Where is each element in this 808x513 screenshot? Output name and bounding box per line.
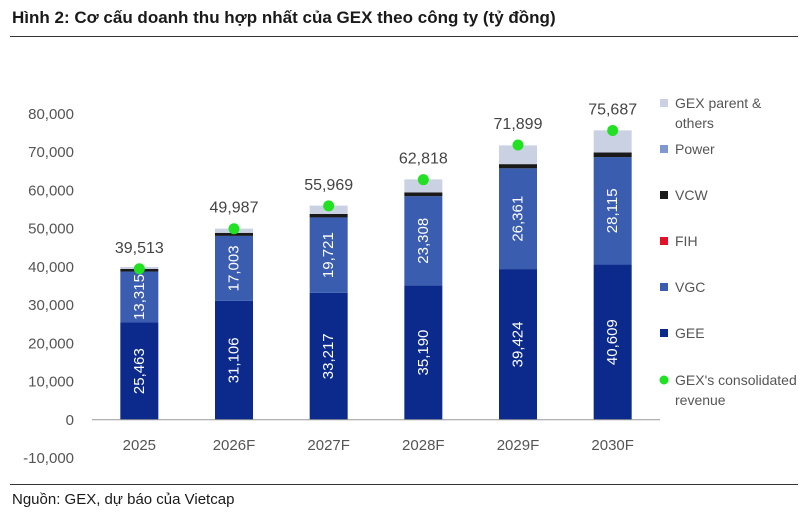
y-axis: -10,000 0 10,000 20,000 30,000 40,000 50,000 60…	[23, 106, 74, 467]
title-divider	[10, 36, 798, 37]
legend-swatch-gex-parent-others	[660, 99, 668, 107]
x-tick-label: 2026F	[213, 437, 256, 454]
bar-segment-gee	[404, 285, 443, 420]
bar-segment-gee	[309, 292, 348, 420]
bar-segment-vcw	[309, 213, 348, 218]
x-tick-label: 2025	[123, 437, 156, 454]
legend-label-marker: revenue	[675, 392, 726, 408]
segment-value-label: 17,003	[226, 245, 243, 291]
y-tick-label: 0	[66, 412, 74, 429]
bar-segment-gee	[499, 269, 537, 420]
legend-label-fih: FIH	[675, 233, 698, 249]
segment-value-label: 19,721	[320, 232, 337, 278]
stacked-bar-chart: -10,000 0 10,000 20,000 30,000 40,000 50,000 60…	[23, 95, 797, 467]
legend-label-vgc: VGC	[675, 279, 705, 295]
consolidated-revenue-marker	[323, 200, 335, 212]
total-value-label: 55,969	[304, 177, 353, 194]
bar-segment-gee	[120, 322, 159, 420]
segment-value-label: 26,361	[510, 196, 527, 242]
bar-segment-gee	[593, 264, 632, 420]
segment-value-label: 35,190	[415, 330, 432, 376]
bars: 25,463 13,315 31,106 17,003 33,217 19,721 35,1…	[120, 130, 632, 420]
bar-segment-vcw	[404, 192, 443, 197]
x-tick-label: 2029F	[497, 437, 540, 454]
legend-marker-marker	[659, 375, 669, 385]
chart-title: Hình 2: Cơ cấu doanh thu hợp nhất của GE…	[12, 8, 556, 27]
legend-swatch-vcw	[660, 191, 668, 199]
total-value-label: 71,899	[494, 116, 543, 133]
legend-label-vcw: VCW	[675, 187, 708, 203]
legend-label-marker: GEX's consolidated	[675, 372, 797, 388]
segment-value-label: 40,609	[604, 319, 621, 365]
x-tick-label: 2027F	[307, 437, 350, 454]
x-tick-label: 2030F	[591, 437, 634, 454]
segment-value-label: 23,308	[415, 218, 432, 264]
y-tick-label: 30,000	[28, 297, 74, 314]
x-tick-label: 2028F	[402, 437, 445, 454]
y-tick-label: -10,000	[23, 450, 74, 467]
segment-value-label: 13,315	[131, 274, 148, 320]
x-axis: 2025 2026F 2027F 2028F 2029F 2030F	[92, 419, 660, 454]
bar-segment-vcw	[499, 164, 537, 169]
legend-swatch-gee	[660, 329, 668, 337]
bar-segment-vgc	[499, 168, 537, 270]
source-divider	[10, 484, 798, 485]
segment-value-label: 33,217	[320, 333, 337, 379]
consolidated-revenue: 39,513 49,987 55,969 62,818 71,899 75,687	[115, 101, 637, 275]
bar-segment-vcw	[215, 232, 253, 236]
bar-segment-gex-parent-others	[404, 179, 443, 193]
total-value-label: 62,818	[399, 151, 448, 168]
y-tick-label: 40,000	[28, 259, 74, 276]
source-note: Nguồn: GEX, dự báo của Vietcap	[12, 491, 235, 508]
bar-segment-gex-parent-others	[499, 145, 537, 165]
y-tick-label: 10,000	[28, 374, 74, 391]
consolidated-revenue-marker	[512, 139, 524, 151]
consolidated-revenue-marker	[133, 263, 145, 275]
segment-value-label: 31,106	[226, 337, 243, 383]
bar-segment-vgc	[404, 196, 443, 286]
legend-label-power: Power	[675, 141, 715, 157]
total-value-label: 49,987	[210, 200, 259, 217]
bar-segment-gex-parent-others	[593, 130, 632, 153]
legend-swatch-vgc	[660, 283, 668, 291]
total-value-label: 39,513	[115, 240, 164, 257]
legend: GEX parent & others Power VCW FIH VGC GEE GEX's…	[659, 95, 797, 408]
legend-label-gee: GEE	[675, 325, 705, 341]
y-tick-label: 60,000	[28, 182, 74, 199]
consolidated-revenue-marker	[607, 124, 619, 136]
total-value-label: 75,687	[588, 101, 637, 118]
y-tick-label: 80,000	[28, 106, 74, 123]
segment-value-label: 39,424	[510, 321, 527, 367]
bar-segment-vgc	[593, 157, 632, 265]
legend-label-gex-parent-others: others	[675, 115, 714, 131]
bar-segment-vgc	[120, 271, 159, 323]
legend-swatch-power	[660, 145, 668, 153]
legend-label-gex-parent-others: GEX parent &	[675, 95, 762, 111]
segment-value-label: 28,115	[604, 188, 621, 233]
y-tick-label: 50,000	[28, 221, 74, 238]
bar-segment-vcw	[593, 152, 632, 158]
consolidated-revenue-marker	[417, 174, 429, 186]
bar-segment-vgc	[309, 217, 348, 293]
legend-swatch-fih	[660, 237, 668, 245]
y-tick-label: 20,000	[28, 335, 74, 352]
segment-value-label: 25,463	[131, 348, 148, 394]
bar-segment-gee	[215, 300, 253, 420]
consolidated-revenue-marker	[228, 223, 240, 235]
bar-segment-vgc	[215, 235, 253, 301]
y-tick-label: 70,000	[28, 144, 74, 161]
